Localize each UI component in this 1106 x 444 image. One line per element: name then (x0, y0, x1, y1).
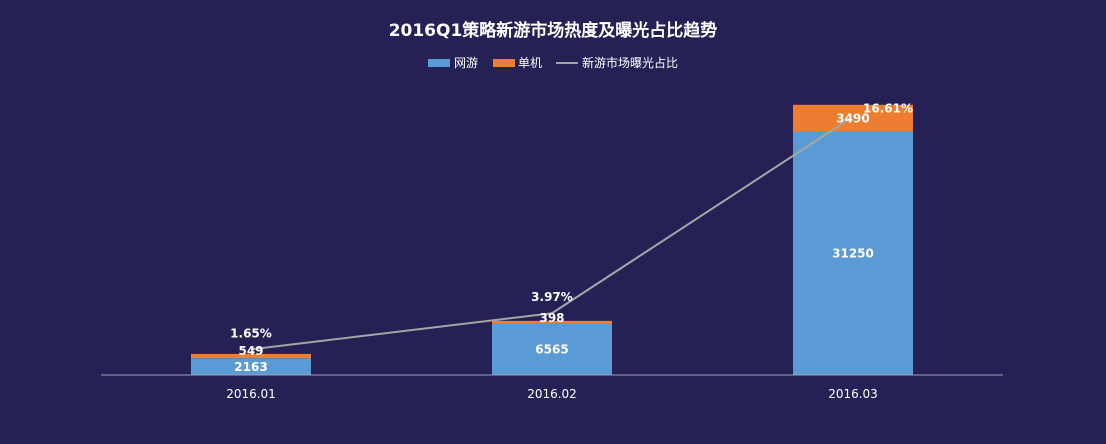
data-labels: 2163 549 6565 398 31250 3490 1.65% 3.97% 16.61% (230, 102, 913, 374)
legend: 网游 单机 新游市场曝光占比 (428, 55, 678, 70)
bar-danji (793, 104, 913, 132)
bars-layer (191, 104, 913, 375)
data-label-exposure: 16.61% (863, 102, 913, 116)
data-label-danji: 398 (539, 311, 564, 325)
legend-swatch-danji (493, 59, 515, 67)
x-tick-label: 2016.02 (527, 387, 577, 401)
legend-item-exposure[interactable]: 新游市场曝光占比 (556, 55, 678, 70)
data-label-wangyou: 31250 (832, 246, 874, 260)
legend-item-wangyou[interactable]: 网游 (428, 56, 478, 70)
x-tick-label: 2016.03 (828, 387, 878, 401)
bar-wangyou (191, 358, 311, 375)
data-label-exposure: 3.97% (531, 290, 573, 304)
legend-label-danji: 单机 (518, 56, 542, 70)
legend-swatch-wangyou (428, 59, 450, 67)
bar-wangyou (492, 323, 612, 375)
bar-danji (492, 320, 612, 324)
x-tick-label: 2016.01 (226, 387, 276, 401)
data-label-wangyou: 2163 (234, 360, 267, 374)
x-axis-ticks: 2016.01 2016.02 2016.03 (226, 387, 878, 401)
data-label-exposure: 1.65% (230, 326, 272, 340)
data-label-danji: 549 (238, 344, 263, 358)
bar-danji (191, 353, 311, 359)
legend-label-wangyou: 网游 (454, 56, 478, 70)
bar-wangyou (793, 131, 913, 375)
data-label-danji: 3490 (836, 111, 869, 125)
legend-label-exposure: 新游市场曝光占比 (582, 55, 678, 70)
data-label-wangyou: 6565 (535, 342, 568, 356)
line-series (250, 115, 854, 351)
chart-title: 2016Q1策略新游市场热度及曝光占比趋势 (389, 20, 718, 41)
legend-item-danji[interactable]: 单机 (493, 56, 542, 70)
